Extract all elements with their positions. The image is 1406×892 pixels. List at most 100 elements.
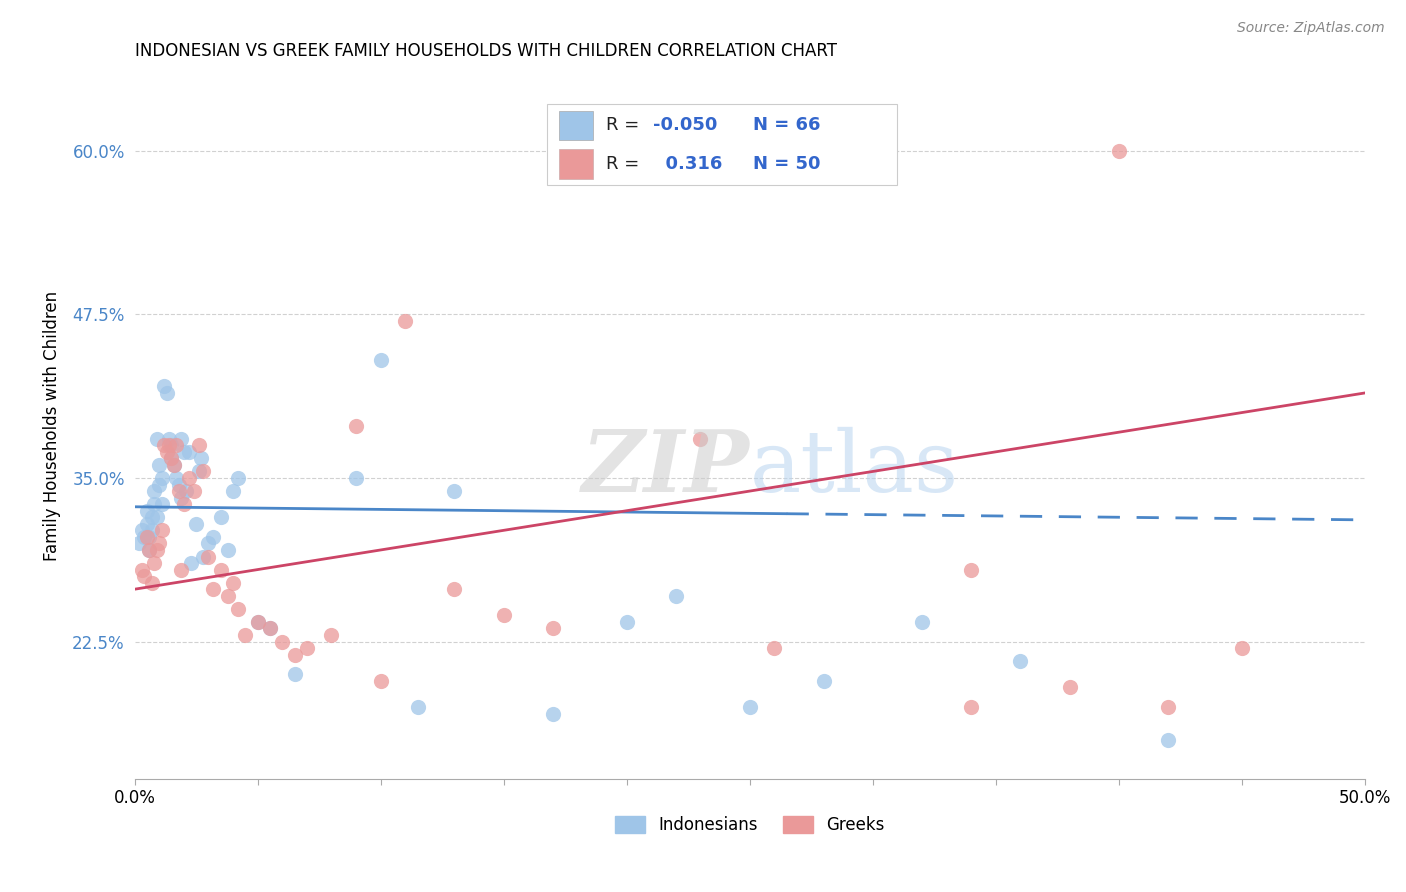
Point [616, 157, 638, 171]
Point [1157, 700, 1180, 714]
Point [165, 471, 187, 485]
Point [141, 524, 163, 538]
Text: R =: R = [606, 117, 645, 135]
Point [134, 530, 156, 544]
Point [177, 471, 200, 485]
Point [492, 608, 515, 623]
Point [443, 582, 465, 597]
Point [394, 314, 416, 328]
Point [193, 549, 215, 564]
Point [184, 516, 207, 531]
Point [174, 484, 197, 499]
Text: -0.050: -0.050 [652, 117, 717, 135]
Point [541, 706, 564, 721]
Y-axis label: Family Households with Children: Family Households with Children [44, 291, 60, 561]
Point [135, 504, 157, 518]
Point [138, 543, 160, 558]
Point [209, 510, 232, 524]
Text: N = 50: N = 50 [754, 155, 821, 173]
Point [153, 379, 176, 393]
Point [134, 569, 156, 583]
Point [180, 556, 202, 570]
Point [738, 700, 761, 714]
Point [283, 648, 305, 662]
Point [153, 438, 176, 452]
Point [217, 543, 239, 558]
Point [763, 641, 786, 656]
Point [222, 575, 245, 590]
Point [150, 524, 173, 538]
Point [157, 438, 180, 452]
Point [187, 438, 209, 452]
Point [141, 575, 163, 590]
Point [131, 524, 153, 538]
Point [187, 465, 209, 479]
Point [163, 458, 186, 472]
Point [143, 484, 166, 499]
Point [170, 491, 193, 505]
Text: atlas: atlas [749, 426, 959, 509]
Point [141, 510, 163, 524]
Point [157, 432, 180, 446]
Text: N = 66: N = 66 [754, 117, 821, 135]
Point [135, 530, 157, 544]
Point [271, 634, 294, 648]
Point [344, 418, 367, 433]
Point [406, 700, 429, 714]
Point [1230, 641, 1253, 656]
Point [155, 386, 177, 401]
Point [813, 673, 835, 688]
Point [226, 471, 249, 485]
Point [135, 516, 157, 531]
Point [226, 602, 249, 616]
Point [143, 497, 166, 511]
Point [246, 615, 269, 629]
Point [131, 563, 153, 577]
Point [167, 477, 190, 491]
Point [616, 615, 638, 629]
Point [148, 477, 170, 491]
Point [190, 451, 212, 466]
Point [1108, 144, 1130, 158]
Point [160, 451, 183, 466]
Point [170, 563, 193, 577]
FancyBboxPatch shape [560, 111, 593, 140]
Point [138, 530, 160, 544]
Point [165, 438, 187, 452]
Point [911, 615, 934, 629]
FancyBboxPatch shape [560, 150, 593, 179]
Point [321, 628, 343, 642]
Point [370, 353, 392, 368]
Point [202, 530, 225, 544]
Text: R =: R = [606, 155, 645, 173]
Point [173, 445, 195, 459]
Point [193, 465, 215, 479]
Point [160, 438, 183, 452]
Point [246, 615, 269, 629]
Legend: Indonesians, Greeks: Indonesians, Greeks [614, 816, 884, 834]
Point [259, 622, 281, 636]
Point [217, 589, 239, 603]
Point [1157, 732, 1180, 747]
Point [259, 622, 281, 636]
Point [163, 458, 186, 472]
Point [145, 432, 167, 446]
Point [183, 484, 205, 499]
Point [665, 589, 688, 603]
Point [160, 451, 183, 466]
Point [145, 510, 167, 524]
Point [222, 484, 245, 499]
Point [197, 536, 219, 550]
Point [202, 582, 225, 597]
Point [197, 549, 219, 564]
Point [689, 432, 711, 446]
Text: INDONESIAN VS GREEK FAMILY HOUSEHOLDS WITH CHILDREN CORRELATION CHART: INDONESIAN VS GREEK FAMILY HOUSEHOLDS WI… [135, 42, 837, 60]
Point [167, 484, 190, 499]
Point [283, 667, 305, 681]
Point [150, 497, 173, 511]
Point [1010, 654, 1032, 668]
Point [150, 471, 173, 485]
Point [233, 628, 256, 642]
Point [370, 673, 392, 688]
Point [443, 484, 465, 499]
